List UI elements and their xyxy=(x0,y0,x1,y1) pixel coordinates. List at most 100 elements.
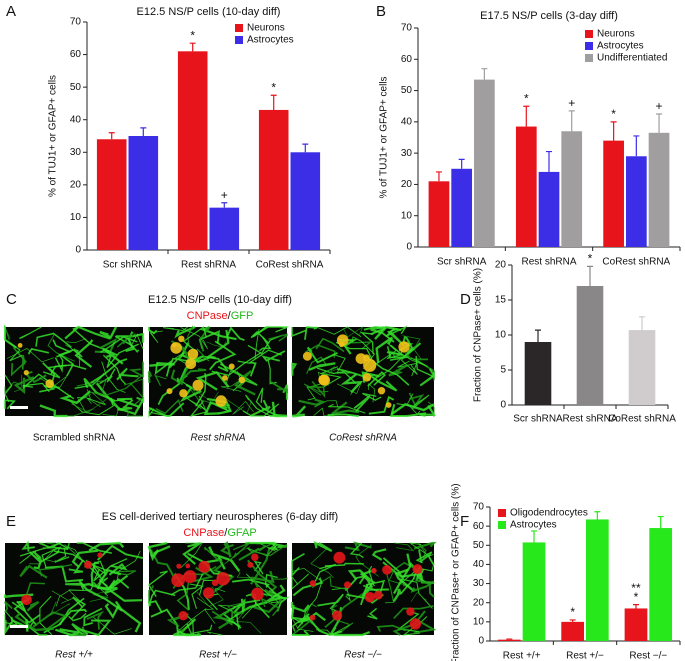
x-tick-label: CoRest shRNA xyxy=(602,257,670,268)
fiber xyxy=(26,600,40,612)
fiber xyxy=(28,551,42,570)
stain-blob xyxy=(216,572,230,586)
fiber xyxy=(101,361,126,393)
y-tick-label: 15 xyxy=(495,295,507,306)
bar xyxy=(624,608,648,641)
fiber xyxy=(170,573,204,596)
fiber xyxy=(410,591,427,603)
error-bar xyxy=(632,604,639,609)
fiber xyxy=(174,325,196,339)
fiber xyxy=(386,344,405,356)
fiber xyxy=(315,337,345,353)
y-axis-label: % of TUJ1+ or GFAP+ cells xyxy=(379,76,390,198)
legend-label: Undifferentiated xyxy=(597,53,667,64)
image-title: ES cell-derived tertiary neurospheres (6… xyxy=(102,511,338,523)
annotation: * xyxy=(634,590,639,604)
error-bar xyxy=(594,511,601,520)
fiber xyxy=(189,583,204,609)
fiber xyxy=(83,607,103,627)
stain-blob xyxy=(192,379,204,391)
fiber xyxy=(389,404,427,418)
annotation: + xyxy=(656,99,663,113)
x-tick-label: Rest +/− xyxy=(566,651,604,661)
y-tick-label: 50 xyxy=(473,540,485,551)
x-tick-label: Scr shRNA xyxy=(103,260,153,271)
fiber xyxy=(316,326,362,338)
fiber xyxy=(385,573,395,604)
fiber xyxy=(291,405,307,418)
stain-blob xyxy=(251,587,264,601)
fiber xyxy=(148,589,176,607)
image-caption: Rest shRNA xyxy=(190,433,245,444)
bar xyxy=(258,109,289,250)
fiber xyxy=(214,587,226,593)
fiber xyxy=(114,600,142,633)
stain-blob xyxy=(21,594,32,606)
fiber xyxy=(353,394,371,412)
fiber xyxy=(249,399,271,417)
fiber xyxy=(400,563,435,584)
fiber xyxy=(270,380,288,394)
fiber xyxy=(317,593,344,609)
bar xyxy=(497,639,521,641)
y-tick-label: 10 xyxy=(495,330,507,341)
fiber xyxy=(400,352,429,367)
fiber xyxy=(217,604,237,612)
bar xyxy=(177,51,208,250)
bar xyxy=(628,330,656,405)
x-tick-label: Rest shRNA xyxy=(562,414,617,425)
fiber xyxy=(371,548,387,561)
stain-blob xyxy=(339,342,345,348)
x-tick-label: Scr shRNA xyxy=(513,414,563,425)
fiber xyxy=(163,326,189,332)
fiber xyxy=(361,583,389,599)
fiber xyxy=(209,340,237,371)
bar xyxy=(128,136,159,250)
fiber xyxy=(417,542,427,560)
y-tick-label: 30 xyxy=(473,578,485,589)
fiber xyxy=(32,550,60,563)
fiber xyxy=(415,551,433,564)
fiber xyxy=(271,577,288,580)
fiber xyxy=(107,574,143,602)
y-tick-label: 40 xyxy=(70,114,82,125)
bar xyxy=(576,286,604,405)
error-bar xyxy=(189,42,196,52)
fiber xyxy=(427,401,435,417)
fiber xyxy=(275,326,290,333)
fiber xyxy=(331,401,360,416)
stain-blob xyxy=(211,579,219,587)
fiber xyxy=(291,573,310,591)
fiber xyxy=(83,377,116,402)
stain-blob xyxy=(185,563,191,569)
stain-blob xyxy=(166,388,173,395)
fiber xyxy=(298,398,327,406)
fiber xyxy=(208,546,241,572)
y-tick-label: 10 xyxy=(70,212,82,223)
legend-swatch xyxy=(498,521,506,529)
fiber xyxy=(413,541,437,550)
micrograph xyxy=(3,540,144,637)
fiber xyxy=(206,340,227,348)
fiber xyxy=(177,368,207,385)
fiber xyxy=(4,374,13,403)
y-tick-label: 70 xyxy=(401,23,413,34)
annotation: * xyxy=(524,91,529,105)
fiber xyxy=(4,616,14,636)
fiber xyxy=(255,387,264,410)
panel-letter: F xyxy=(460,513,469,530)
bar xyxy=(603,140,624,247)
fiber xyxy=(58,349,75,377)
image-title: E12.5 NS/P cells (10-day diff) xyxy=(148,294,292,306)
fiber xyxy=(148,327,158,335)
fiber xyxy=(22,382,50,393)
fiber xyxy=(314,563,337,582)
fiber xyxy=(195,373,207,407)
y-tick-label: 20 xyxy=(401,179,413,190)
stain-blob xyxy=(185,358,197,370)
fiber xyxy=(102,354,127,385)
fiber xyxy=(3,593,34,599)
fiber xyxy=(13,374,23,393)
stain-part: CNPase xyxy=(187,310,228,322)
stain-blob xyxy=(84,560,93,569)
